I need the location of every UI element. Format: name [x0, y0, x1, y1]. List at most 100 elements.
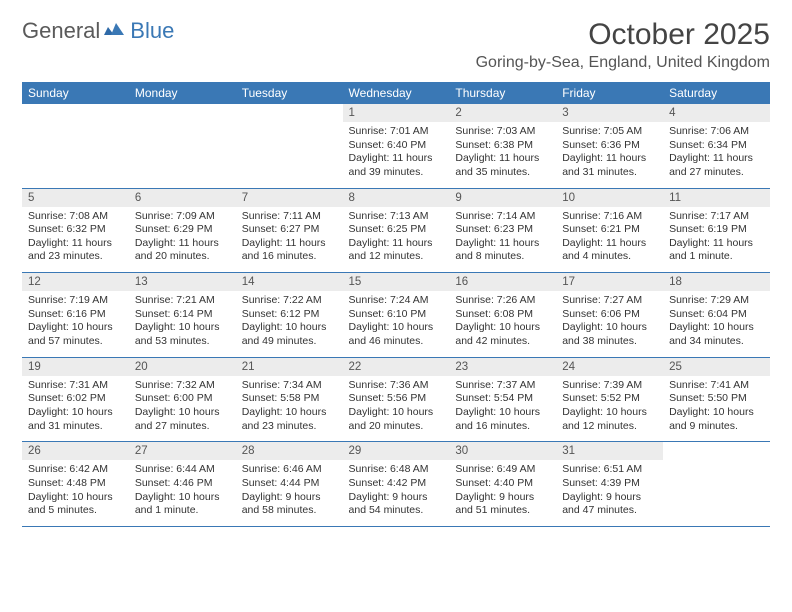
calendar-cell: 31Sunrise: 6:51 AMSunset: 4:39 PMDayligh… [556, 442, 663, 527]
day-body: Sunrise: 7:36 AMSunset: 5:56 PMDaylight:… [343, 376, 450, 442]
calendar-cell [22, 104, 129, 188]
day-header: Wednesday [343, 82, 450, 104]
day-number: 15 [343, 273, 450, 291]
calendar-cell: 30Sunrise: 6:49 AMSunset: 4:40 PMDayligh… [449, 442, 556, 527]
calendar-cell: 17Sunrise: 7:27 AMSunset: 6:06 PMDayligh… [556, 273, 663, 358]
day-number [663, 442, 770, 460]
calendar-cell: 26Sunrise: 6:42 AMSunset: 4:48 PMDayligh… [22, 442, 129, 527]
day-number: 21 [236, 358, 343, 376]
brand-part1: General [22, 18, 100, 44]
day-number: 18 [663, 273, 770, 291]
day-number: 2 [449, 104, 556, 122]
calendar-cell: 29Sunrise: 6:48 AMSunset: 4:42 PMDayligh… [343, 442, 450, 527]
calendar-cell: 19Sunrise: 7:31 AMSunset: 6:02 PMDayligh… [22, 357, 129, 442]
day-number: 22 [343, 358, 450, 376]
day-number: 16 [449, 273, 556, 291]
day-body: Sunrise: 7:39 AMSunset: 5:52 PMDaylight:… [556, 376, 663, 442]
day-body: Sunrise: 7:17 AMSunset: 6:19 PMDaylight:… [663, 207, 770, 273]
day-number: 1 [343, 104, 450, 122]
day-number: 7 [236, 189, 343, 207]
day-body: Sunrise: 7:03 AMSunset: 6:38 PMDaylight:… [449, 122, 556, 188]
day-header: Tuesday [236, 82, 343, 104]
day-body: Sunrise: 7:32 AMSunset: 6:00 PMDaylight:… [129, 376, 236, 442]
day-body: Sunrise: 7:37 AMSunset: 5:54 PMDaylight:… [449, 376, 556, 442]
calendar-cell: 11Sunrise: 7:17 AMSunset: 6:19 PMDayligh… [663, 188, 770, 273]
day-number: 30 [449, 442, 556, 460]
calendar-cell: 9Sunrise: 7:14 AMSunset: 6:23 PMDaylight… [449, 188, 556, 273]
location-subtitle: Goring-by-Sea, England, United Kingdom [476, 54, 770, 72]
day-number: 14 [236, 273, 343, 291]
day-header: Monday [129, 82, 236, 104]
day-number: 6 [129, 189, 236, 207]
calendar-cell: 23Sunrise: 7:37 AMSunset: 5:54 PMDayligh… [449, 357, 556, 442]
calendar-cell: 15Sunrise: 7:24 AMSunset: 6:10 PMDayligh… [343, 273, 450, 358]
calendar-cell: 10Sunrise: 7:16 AMSunset: 6:21 PMDayligh… [556, 188, 663, 273]
day-number: 17 [556, 273, 663, 291]
calendar-cell: 8Sunrise: 7:13 AMSunset: 6:25 PMDaylight… [343, 188, 450, 273]
calendar-cell: 13Sunrise: 7:21 AMSunset: 6:14 PMDayligh… [129, 273, 236, 358]
day-number: 23 [449, 358, 556, 376]
day-number: 20 [129, 358, 236, 376]
day-body: Sunrise: 6:51 AMSunset: 4:39 PMDaylight:… [556, 460, 663, 526]
day-body: Sunrise: 7:34 AMSunset: 5:58 PMDaylight:… [236, 376, 343, 442]
day-body: Sunrise: 7:31 AMSunset: 6:02 PMDaylight:… [22, 376, 129, 442]
day-body: Sunrise: 7:19 AMSunset: 6:16 PMDaylight:… [22, 291, 129, 357]
day-number: 5 [22, 189, 129, 207]
calendar-cell: 22Sunrise: 7:36 AMSunset: 5:56 PMDayligh… [343, 357, 450, 442]
day-number: 29 [343, 442, 450, 460]
brand-mark-icon [104, 21, 126, 42]
day-body: Sunrise: 7:41 AMSunset: 5:50 PMDaylight:… [663, 376, 770, 442]
day-body: Sunrise: 7:09 AMSunset: 6:29 PMDaylight:… [129, 207, 236, 273]
calendar-cell: 21Sunrise: 7:34 AMSunset: 5:58 PMDayligh… [236, 357, 343, 442]
day-body: Sunrise: 6:44 AMSunset: 4:46 PMDaylight:… [129, 460, 236, 526]
day-number: 3 [556, 104, 663, 122]
day-number [22, 104, 129, 122]
day-body: Sunrise: 7:08 AMSunset: 6:32 PMDaylight:… [22, 207, 129, 273]
day-number: 13 [129, 273, 236, 291]
day-number: 10 [556, 189, 663, 207]
day-number: 27 [129, 442, 236, 460]
day-body: Sunrise: 7:27 AMSunset: 6:06 PMDaylight:… [556, 291, 663, 357]
brand-logo: General Blue [22, 18, 174, 44]
calendar-cell: 6Sunrise: 7:09 AMSunset: 6:29 PMDaylight… [129, 188, 236, 273]
calendar-cell: 3Sunrise: 7:05 AMSunset: 6:36 PMDaylight… [556, 104, 663, 188]
calendar-week-row: 19Sunrise: 7:31 AMSunset: 6:02 PMDayligh… [22, 357, 770, 442]
day-body: Sunrise: 6:48 AMSunset: 4:42 PMDaylight:… [343, 460, 450, 526]
day-number: 24 [556, 358, 663, 376]
calendar-cell: 20Sunrise: 7:32 AMSunset: 6:00 PMDayligh… [129, 357, 236, 442]
calendar-cell [129, 104, 236, 188]
day-body [663, 460, 770, 518]
day-number: 9 [449, 189, 556, 207]
day-header-row: SundayMondayTuesdayWednesdayThursdayFrid… [22, 82, 770, 104]
day-number: 12 [22, 273, 129, 291]
day-body: Sunrise: 7:29 AMSunset: 6:04 PMDaylight:… [663, 291, 770, 357]
day-body: Sunrise: 7:22 AMSunset: 6:12 PMDaylight:… [236, 291, 343, 357]
day-number: 4 [663, 104, 770, 122]
calendar-cell: 1Sunrise: 7:01 AMSunset: 6:40 PMDaylight… [343, 104, 450, 188]
day-number: 11 [663, 189, 770, 207]
day-number: 25 [663, 358, 770, 376]
day-body: Sunrise: 7:05 AMSunset: 6:36 PMDaylight:… [556, 122, 663, 188]
day-body: Sunrise: 7:16 AMSunset: 6:21 PMDaylight:… [556, 207, 663, 273]
calendar-cell: 4Sunrise: 7:06 AMSunset: 6:34 PMDaylight… [663, 104, 770, 188]
calendar-table: SundayMondayTuesdayWednesdayThursdayFrid… [22, 82, 770, 527]
calendar-cell: 16Sunrise: 7:26 AMSunset: 6:08 PMDayligh… [449, 273, 556, 358]
day-header: Saturday [663, 82, 770, 104]
day-header: Sunday [22, 82, 129, 104]
day-number: 31 [556, 442, 663, 460]
day-header: Thursday [449, 82, 556, 104]
calendar-cell: 5Sunrise: 7:08 AMSunset: 6:32 PMDaylight… [22, 188, 129, 273]
day-number: 26 [22, 442, 129, 460]
day-number [236, 104, 343, 122]
day-number: 28 [236, 442, 343, 460]
day-body [236, 122, 343, 180]
brand-part2: Blue [130, 18, 174, 44]
calendar-week-row: 1Sunrise: 7:01 AMSunset: 6:40 PMDaylight… [22, 104, 770, 188]
calendar-week-row: 12Sunrise: 7:19 AMSunset: 6:16 PMDayligh… [22, 273, 770, 358]
calendar-cell: 12Sunrise: 7:19 AMSunset: 6:16 PMDayligh… [22, 273, 129, 358]
day-number: 8 [343, 189, 450, 207]
calendar-cell: 27Sunrise: 6:44 AMSunset: 4:46 PMDayligh… [129, 442, 236, 527]
day-body: Sunrise: 6:49 AMSunset: 4:40 PMDaylight:… [449, 460, 556, 526]
day-body: Sunrise: 6:42 AMSunset: 4:48 PMDaylight:… [22, 460, 129, 526]
calendar-week-row: 26Sunrise: 6:42 AMSunset: 4:48 PMDayligh… [22, 442, 770, 527]
